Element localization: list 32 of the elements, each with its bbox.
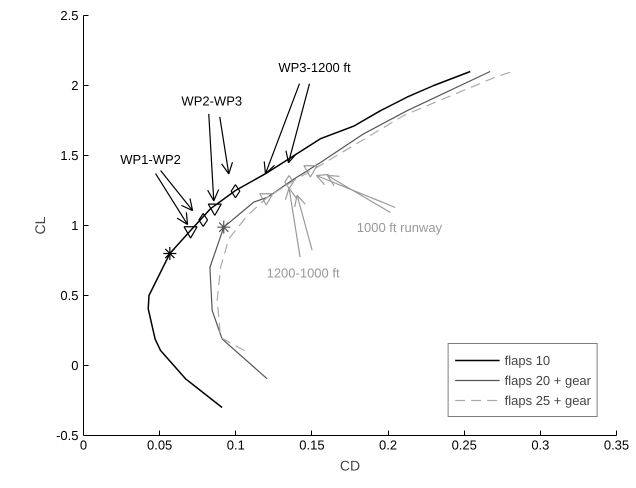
annotation: WP1-WP2 [120, 152, 181, 168]
legend-label: flaps 25 + gear [504, 392, 591, 408]
x-tick-label: 0.25 [452, 438, 477, 452]
y-tick-label: -0.5 [56, 428, 79, 443]
x-tick-label: 0.2 [379, 438, 398, 452]
x-tick-label: 0.05 [146, 438, 172, 452]
x-tick-label: 0.3 [531, 438, 550, 452]
annotation: 1200-1000 ft [266, 266, 340, 281]
x-tick-label: 0.35 [604, 438, 630, 452]
y-axis-title: CL [32, 216, 48, 234]
annotation: WP3-1200 ft [278, 60, 351, 76]
point [198, 212, 208, 227]
point [208, 204, 222, 216]
annotation: 1000 ft runway [356, 220, 443, 235]
point [303, 165, 318, 178]
y-tick-label: 0 [71, 358, 79, 373]
annotation: WP2-WP3 [181, 93, 242, 108]
y-tick-label: 1.5 [60, 148, 79, 163]
point [216, 220, 231, 234]
y-tick-label: 2 [71, 78, 79, 93]
x-axis-title: CD [340, 458, 360, 474]
y-tick-label: 1 [71, 218, 79, 233]
x-tick-label: 0.1 [226, 438, 245, 452]
point [162, 246, 177, 261]
legend-label: flaps 20 + gear [504, 372, 591, 388]
point [183, 226, 198, 239]
y-tick-label: 0.5 [60, 288, 79, 303]
point [284, 175, 294, 190]
legend-label: flaps 10 [504, 352, 550, 368]
x-tick-label: 0.15 [299, 438, 325, 452]
point [259, 193, 274, 206]
y-tick-label: 2.5 [60, 8, 79, 23]
